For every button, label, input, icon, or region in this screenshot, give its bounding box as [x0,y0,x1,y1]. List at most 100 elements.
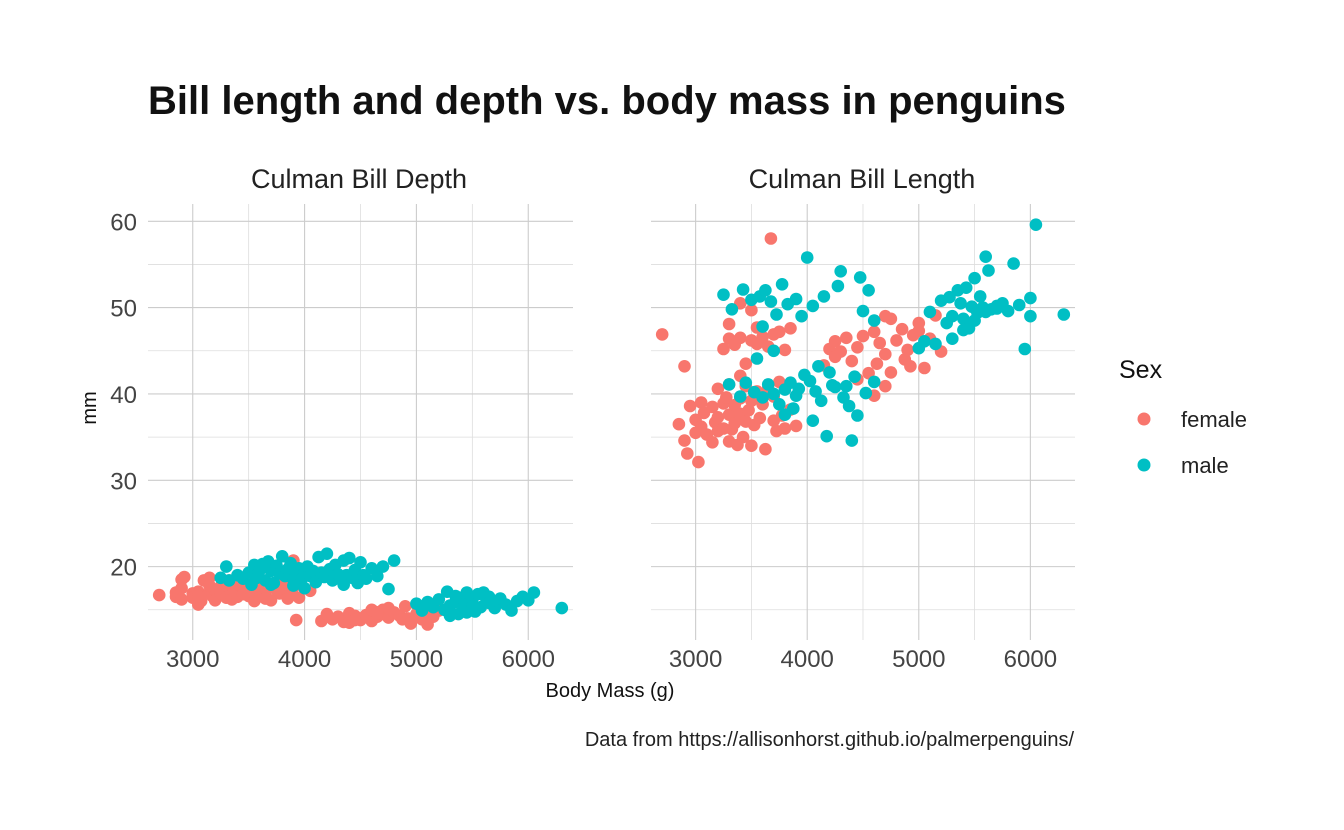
data-point-male [929,337,942,351]
data-point-male [1057,308,1071,321]
data-point-male [359,572,373,585]
data-point-male [775,278,789,291]
data-point-male [973,290,987,303]
data-point-male [851,409,864,422]
data-point-male [982,264,995,277]
data-point-male [800,251,814,264]
points-bill-length [655,218,1071,469]
data-point-male [527,586,541,599]
legend-label-male: male [1181,453,1229,478]
data-point-female [348,613,362,627]
data-point-male [736,283,750,296]
data-point-male [959,281,973,295]
data-point-male [1018,342,1032,356]
data-point-male [943,290,956,304]
x-axis-title: Body Mass (g) [546,680,675,702]
data-point-female [870,357,884,371]
x-tick-label: 3000 [166,646,219,673]
data-point-female [759,442,772,456]
data-point-male [770,308,783,321]
data-point-male [979,305,992,319]
data-point-male [820,429,833,443]
data-point-female [720,391,733,404]
data-point-male [773,398,786,411]
data-point-male [957,323,970,337]
data-point-male [466,600,479,613]
data-point-male [337,578,351,591]
caption: Data from https://allisonhorst.github.io… [585,729,1075,751]
data-point-male [1007,257,1020,270]
data-point-female [739,357,753,371]
data-point-male [817,290,831,303]
data-point-female [867,325,881,339]
data-point-female [692,455,705,469]
data-point-male [806,414,820,428]
data-point-male [1012,298,1026,312]
data-point-female [736,430,750,444]
data-point-female [828,335,842,348]
data-point-female [895,322,909,336]
data-point-male [862,284,875,297]
data-point-female [289,613,303,627]
data-point-male [1001,304,1015,318]
data-point-male [376,560,390,573]
data-point-male [954,297,967,310]
data-point-male [482,596,496,610]
data-point-female [711,382,725,396]
data-point-female [706,400,719,414]
data-point-male [387,554,401,567]
data-point-female [706,436,719,449]
data-point-female [678,434,691,447]
data-point-male [979,250,992,263]
chart-title: Bill length and depth vs. body mass in p… [148,79,1066,123]
data-point-female [152,588,166,602]
x-ticks-bill-depth: 3000 4000 5000 6000 [166,646,555,673]
x-tick-label: 5000 [892,646,945,673]
data-point-male [853,271,867,284]
data-point-male [856,304,870,318]
data-point-male [990,302,1004,315]
x-tick-label: 3000 [669,646,722,673]
data-point-female [371,606,384,620]
data-point-male [946,309,959,323]
data-point-female [753,411,767,425]
data-point-male [867,375,881,389]
data-point-female [398,600,412,613]
data-point-male [859,386,873,400]
y-tick-label: 50 [110,296,137,323]
data-point-male [443,609,457,623]
x-ticks-bill-length: 3000 4000 5000 6000 [669,646,1057,673]
data-point-female [784,322,797,335]
legend-title: Sex [1119,356,1163,384]
data-point-male [371,569,384,583]
panel-label-bill-length: Culman Bill Length [749,164,976,194]
data-point-female [203,579,216,592]
data-point-female [884,366,898,379]
y-tick-label: 60 [110,209,137,236]
data-point-male [298,581,311,595]
y-tick-label: 30 [110,468,137,495]
x-tick-label: 6000 [1004,646,1057,673]
legend-key-male [1137,458,1151,472]
data-point-male [759,284,772,297]
data-point-male [823,366,836,379]
panel-bill-depth: Culman Bill Depth 3000 4000 5000 6000 20 30 4… [110,164,573,673]
data-point-female [879,309,892,323]
y-tick-label: 20 [110,555,137,582]
data-point-female [655,328,669,341]
data-point-female [672,417,686,431]
data-point-male [803,374,817,388]
data-point-male [957,312,970,326]
data-point-female [734,331,747,345]
data-point-female [845,354,859,368]
data-point-female [890,334,903,347]
x-tick-label: 5000 [390,646,443,673]
legend-label-female: female [1181,407,1247,432]
data-point-male [382,582,395,596]
data-point-female [175,581,188,595]
data-point-male [264,578,278,591]
data-point-male [812,360,825,373]
data-point-male [287,579,300,592]
data-point-female [717,342,730,356]
